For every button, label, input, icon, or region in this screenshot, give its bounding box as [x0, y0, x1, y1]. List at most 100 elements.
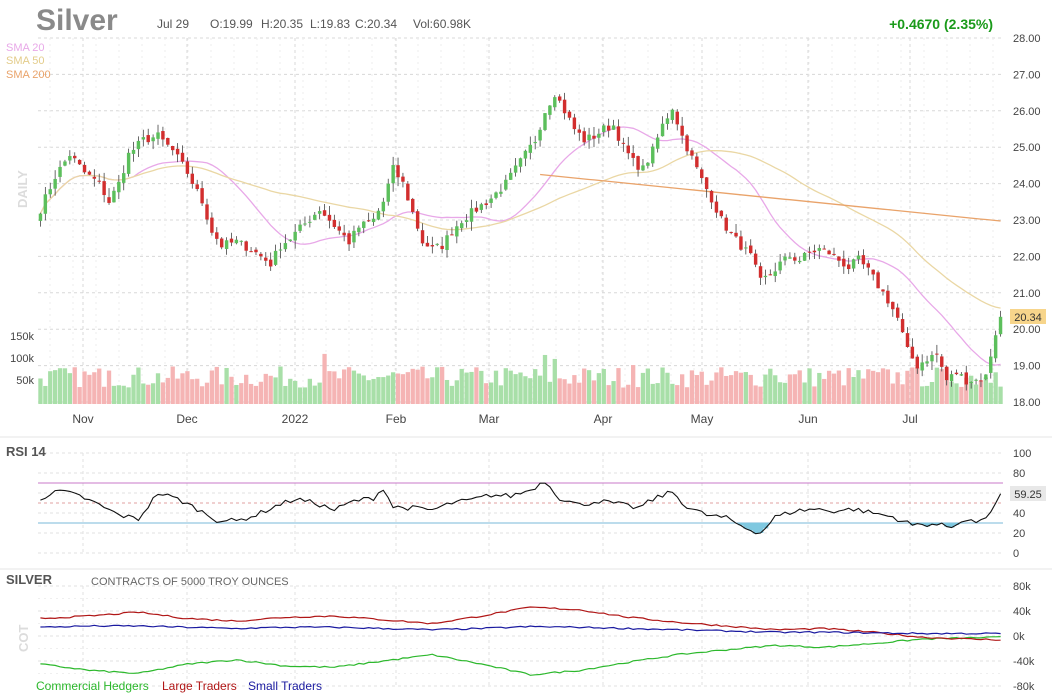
candle-body [268, 259, 273, 267]
candle-body [136, 140, 141, 150]
volume-bar [807, 368, 812, 404]
volume-bar [48, 371, 53, 404]
price-tick-label: 22.00 [1013, 251, 1041, 263]
candle-body [597, 133, 601, 138]
candle-body [73, 155, 77, 159]
candle-body [391, 165, 395, 184]
volume-bar [758, 386, 763, 404]
volume-bar [817, 372, 822, 404]
volume-bar [386, 375, 391, 404]
rsi-oversold-fill [934, 523, 940, 526]
candle-body [749, 245, 753, 254]
ohlc-high: H:20.35 [261, 17, 303, 31]
candle-body [964, 372, 968, 385]
candle-body [523, 150, 528, 159]
candle-body [851, 259, 856, 269]
volume-bar [150, 383, 156, 404]
candle-body [837, 256, 841, 261]
candle-body [352, 230, 356, 243]
cot-subtitle: CONTRACTS OF 5000 TROY OUNCES [91, 576, 289, 588]
candle-body [53, 178, 57, 189]
volume-bar [547, 381, 553, 404]
candle-body [940, 356, 944, 367]
candle-body [337, 226, 341, 231]
volume-tick-label: 150k [10, 331, 34, 343]
candle-body [930, 355, 934, 362]
volume-bar [866, 369, 871, 404]
volume-bar [337, 378, 342, 404]
candle-body [675, 111, 679, 125]
volume-bar [680, 374, 685, 404]
volume-bar [224, 367, 229, 404]
candle-body [788, 257, 792, 259]
candle-body [499, 191, 503, 194]
candle-body [342, 232, 346, 236]
price-tick-label: 19.00 [1013, 361, 1041, 373]
candle-body [979, 380, 983, 382]
volume-bar [405, 372, 410, 404]
volume-bar [694, 375, 699, 404]
volume-bar [293, 380, 298, 404]
volume-bar [498, 385, 504, 404]
ohlc-low: L:19.83 [310, 17, 350, 31]
volume-bar [533, 369, 538, 404]
volume-bar [239, 383, 244, 404]
candle-body [479, 204, 484, 210]
volume-bar [552, 358, 557, 404]
candle-body [371, 218, 376, 223]
volume-bar [87, 374, 92, 404]
price-change: +0.4670 (2.35%) [889, 16, 993, 32]
volume-bar [939, 369, 944, 404]
price-tick-label: 26.00 [1013, 106, 1041, 118]
sma200-line [540, 173, 1001, 222]
x-tick-label: May [691, 412, 714, 426]
x-tick-label: Apr [594, 412, 613, 426]
volume-bar [371, 378, 376, 404]
candle-body [925, 361, 929, 364]
rsi-tick-label: 40 [1013, 508, 1025, 520]
candle-body [577, 129, 581, 133]
candle-body [195, 184, 199, 190]
volume-bar [106, 370, 112, 404]
rsi-oversold-fill [944, 523, 950, 527]
volume-bar [170, 366, 175, 404]
candle-body [856, 255, 861, 260]
candle-body [484, 203, 488, 206]
candle-body [288, 239, 292, 241]
candle-body [915, 356, 919, 369]
timeframe-label: DAILY [15, 170, 30, 208]
volume-bar [126, 387, 131, 404]
candle-body [219, 238, 224, 248]
candle-body [719, 210, 724, 217]
volume-bar [253, 385, 259, 404]
rsi-tick-label: 20 [1013, 528, 1025, 540]
volume-bar [400, 374, 406, 404]
candle-body [303, 223, 307, 225]
candle-body [239, 240, 244, 242]
candle-body [229, 238, 234, 243]
volume-bar [949, 381, 954, 404]
volume-bar [724, 375, 729, 404]
candle-body [327, 214, 332, 221]
volume-bar [670, 383, 675, 404]
cot-grid [38, 585, 1003, 687]
volume-bar [959, 386, 964, 404]
candle-body [513, 165, 518, 173]
volume-bar [861, 378, 866, 404]
volume-bar [356, 373, 361, 404]
volume-bar [190, 379, 195, 404]
volume-bar [777, 382, 783, 404]
candle-body [626, 145, 630, 154]
volume-bar [988, 382, 993, 404]
candle-body [842, 258, 846, 267]
volume-bar [268, 375, 273, 404]
volume-bar [180, 373, 185, 404]
candle-body [998, 316, 1003, 335]
rsi-oversold-fill [758, 523, 764, 534]
volume-bar [503, 368, 508, 404]
volume-bar [195, 378, 200, 404]
volume-bar [410, 368, 415, 404]
volume-bar [537, 375, 543, 404]
volume-bar [278, 366, 283, 404]
volume-bar [572, 375, 577, 404]
